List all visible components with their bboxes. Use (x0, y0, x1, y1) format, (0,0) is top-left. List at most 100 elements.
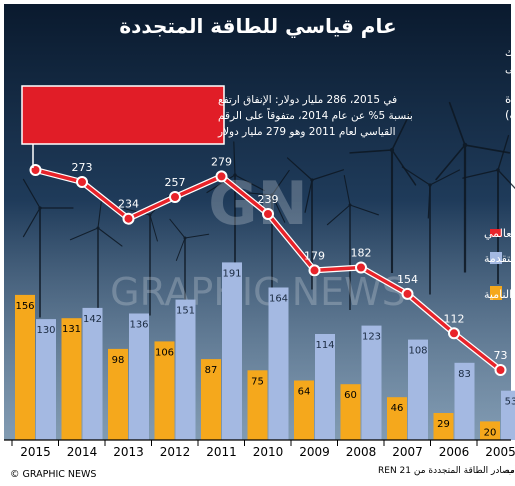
bar-developing-label: 20 (484, 427, 497, 438)
bar-developing-label: 46 (391, 403, 404, 414)
bar-developing-label: 131 (62, 324, 81, 335)
bar-developing (61, 318, 82, 440)
x-tick-label: 2015 (20, 445, 51, 459)
bar-developed-label: 108 (408, 346, 427, 357)
bar-developing (154, 341, 175, 440)
bar-developed-label: 53 (505, 397, 515, 408)
bar-developed (175, 299, 196, 440)
bar-developed-label: 123 (362, 332, 381, 343)
legend-total-swatch (490, 229, 502, 237)
bar-developed-label: 136 (129, 320, 148, 331)
legend: المجموع العالمي الدول المتقدمة الدول الن… (484, 227, 515, 301)
turbine-icon (326, 175, 379, 310)
callout-line-2: بنسبة 5% عن عام 2014، متفوقاً على الرقم (218, 108, 413, 122)
bar-developed (268, 287, 289, 440)
x-tick-label: 2012 (160, 445, 191, 459)
bar-developing-label: 64 (298, 387, 311, 398)
total-point (448, 327, 460, 340)
x-tick-label: 2011 (206, 445, 237, 459)
turbine-icon (435, 101, 511, 273)
footer-photo-credit: الصورة: أب (506, 464, 515, 476)
legend-developing-swatch (490, 286, 502, 300)
bar-developing-label: 87 (205, 365, 218, 376)
total-point-label: 154 (397, 273, 418, 286)
bar-developing-label: 106 (155, 347, 174, 358)
total-point-label: 112 (444, 312, 465, 325)
total-point (76, 176, 88, 188)
x-tick-label: 2014 (67, 445, 98, 459)
footer-source: المصدر: تقرير الوضع العالمي عن مصادر الط… (378, 466, 515, 476)
x-tick-label: 2006 (439, 445, 470, 459)
x-tick-label: 2007 (392, 445, 423, 459)
total-point (355, 261, 367, 274)
bar-developed (129, 313, 149, 440)
bar-developed (361, 325, 382, 440)
bar-developed (501, 390, 515, 440)
total-point-label: 234 (118, 198, 139, 211)
total-point (262, 208, 274, 220)
legend-developing-label: الدول النامية (484, 288, 515, 301)
total-point (169, 191, 181, 203)
turbine-icon (401, 166, 461, 295)
watermark-text: GRAPHIC NEWS (110, 270, 406, 314)
bar-developed-label: 83 (458, 369, 471, 380)
total-point-label: 273 (72, 161, 93, 174)
bar-developing (433, 413, 454, 440)
bar-developing-label: 75 (251, 376, 264, 387)
total-point-label: 179 (304, 249, 325, 262)
bar-developed (454, 362, 475, 440)
callout-line-3: القياسي لعام 2011 وهو 279 مليار دولار (217, 126, 396, 138)
page-title: عام قياسي للطاقة المتجددة (119, 14, 396, 39)
bar-developed (82, 307, 103, 440)
bar-developed (222, 262, 242, 440)
bar-developed-label: 114 (315, 340, 334, 351)
bar-developing (387, 397, 407, 440)
turbine-icon (462, 134, 515, 284)
total-point (122, 212, 135, 225)
total-point-label: 73 (494, 349, 508, 362)
total-point (494, 364, 507, 376)
total-point (308, 264, 321, 277)
callout: في 2015، 286 مليار دولار: الإنفاق ارتفع … (21, 85, 413, 168)
total-line-series: 273 234 257 279 239 179 182 154 112 73 (29, 155, 508, 376)
x-tick-label: 2008 (346, 445, 377, 459)
bar-developed-label: 130 (36, 325, 55, 336)
bar-developing (201, 359, 221, 440)
chart-heading: الاستثمار العالمي في مجال الطاقة المتجدد… (505, 92, 515, 107)
bar-developing (15, 294, 35, 440)
legend-developed-swatch (490, 252, 502, 264)
bar-developed (36, 319, 56, 440)
bar-developing-label: 156 (15, 301, 34, 312)
subtitle-line-1: أنفقت الدول النامية على الطاقة المتجدّدة… (505, 45, 515, 59)
x-tick-label: 2010 (253, 445, 284, 459)
bar-developed-label: 142 (83, 314, 102, 325)
total-point (29, 164, 42, 176)
footer-credit: © GRAPHIC NEWS (10, 469, 96, 480)
callout-line-1: في 2015، 286 مليار دولار: الإنفاق ارتفع (218, 94, 397, 106)
total-point (215, 170, 228, 183)
bar-developed-label: 191 (222, 268, 241, 279)
x-tick-label: 2005 (485, 445, 515, 459)
x-tick-label: 2013 (113, 445, 144, 459)
legend-developed-label: الدول المتقدمة (484, 252, 515, 265)
bar-developed-label: 151 (176, 306, 195, 317)
turbine-icon (22, 178, 74, 318)
bar-developing (108, 348, 128, 440)
bar-developing-label: 29 (437, 419, 450, 430)
total-point-label: 257 (165, 176, 186, 189)
legend-total-label: المجموع العالمي (484, 227, 515, 240)
bar-developing-label: 60 (344, 390, 357, 401)
chart-units-note: (الأرقام بمليارات الدولارات) (505, 108, 515, 123)
bar-developed (315, 334, 335, 440)
x-tick-label: 2009 (299, 445, 330, 459)
subtitle-line-2: للمرة الأولى، متسبّبة بأسرع زيادة في الط… (505, 61, 515, 75)
bar-developing (340, 384, 361, 440)
bar-developing-label: 98 (112, 355, 125, 366)
bar-developing (247, 370, 268, 441)
total-point (401, 287, 414, 300)
x-axis-ticks: 2015 2014 2013 2012 2011 2010 2009 2008 2007 2006… (11, 440, 515, 459)
total-point-label: 279 (211, 155, 232, 168)
